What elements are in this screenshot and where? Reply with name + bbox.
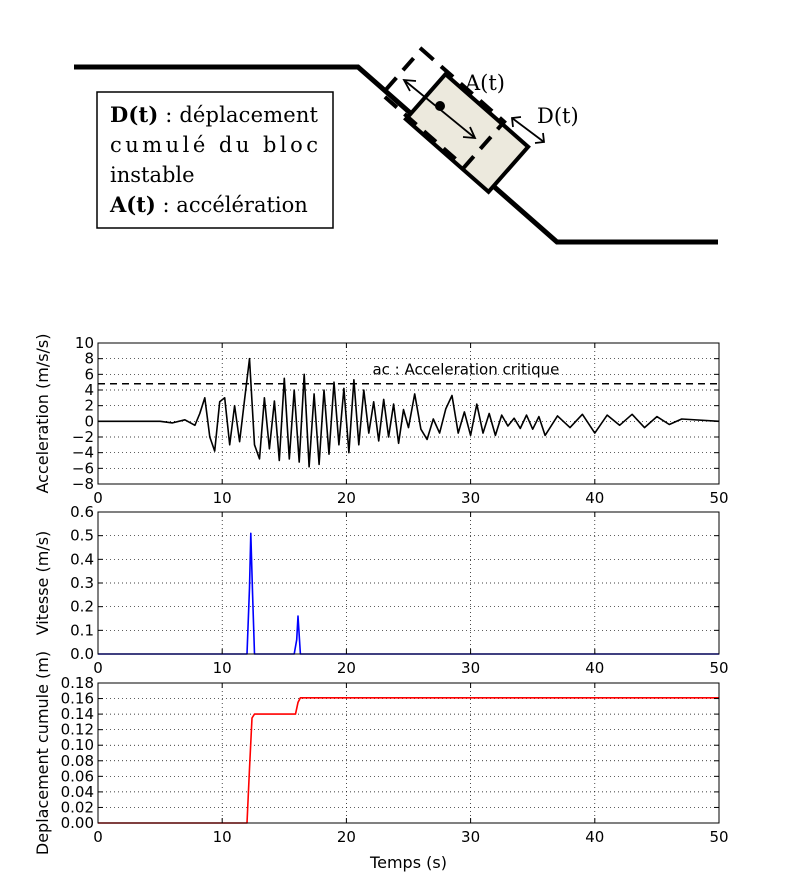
y-tick-label: 10 xyxy=(75,334,94,352)
y-tick-label: 0.6 xyxy=(70,503,94,521)
block-initial-position xyxy=(379,46,507,170)
block-center-dot xyxy=(435,101,445,111)
x-tick-label: 50 xyxy=(709,828,728,846)
y-tick-label: 0.1 xyxy=(70,621,94,639)
x-tick-label: 50 xyxy=(709,489,728,507)
y-tick-label: −2 xyxy=(72,428,94,446)
x-tick-label: 30 xyxy=(461,828,480,846)
y-tick-label: 0.3 xyxy=(70,574,94,592)
series-line-vitesse xyxy=(98,532,719,655)
x-tick-label: 10 xyxy=(213,659,232,677)
x-tick-label: 10 xyxy=(213,489,232,507)
series-line-acceleration xyxy=(98,357,720,468)
plot-frame xyxy=(97,342,720,485)
x-tick-label: 40 xyxy=(585,489,604,507)
plot-frame xyxy=(97,682,720,824)
critical-acceleration-label: ac : Acceleration critique xyxy=(372,361,559,379)
displacement-label: D(t) xyxy=(537,104,579,128)
x-tick-label: 0 xyxy=(93,659,103,677)
y-tick-label: 2 xyxy=(84,397,94,415)
y-tick-label: 0.04 xyxy=(61,783,94,801)
y-tick-label: 6 xyxy=(84,365,94,383)
series-line-deplacement xyxy=(98,696,719,824)
x-tick-label: 40 xyxy=(585,659,604,677)
y-tick-label: −8 xyxy=(72,475,94,493)
legend-line-4: A(t) : accélération xyxy=(109,192,308,217)
y-tick-label: 0.5 xyxy=(70,527,94,545)
x-tick-label: 20 xyxy=(337,659,356,677)
chart-vitesse: 0 10 20 30 40 50 0.0 0.1 0.2 0.3 0.4 0.5 0.6 Vitesse … xyxy=(33,503,729,677)
slope-diagram: A(t) D(t) D(t) : déplacement cumulé du b… xyxy=(74,46,718,245)
chart-deplacement: 0 10 20 30 40 500.000.020.040.060.080.100.120… xyxy=(33,651,729,872)
y-axis-label: Vitesse (m/s) xyxy=(33,531,52,636)
y-tick-label: −4 xyxy=(72,444,94,462)
legend-box: D(t) : déplacement cumulé du bloc instab… xyxy=(96,91,334,229)
x-tick-label: 30 xyxy=(461,659,480,677)
y-axis-label: Deplacement cumule (m) xyxy=(33,651,52,855)
y-tick-label: 4 xyxy=(84,381,94,399)
legend-line-3: instable xyxy=(110,163,195,187)
x-tick-label: 40 xyxy=(585,828,604,846)
y-tick-label: 0.14 xyxy=(61,705,94,723)
x-tick-label: 20 xyxy=(337,828,356,846)
x-axis-label: Temps (s) xyxy=(369,853,447,872)
y-tick-label: 0.00 xyxy=(61,814,94,832)
legend-line-2: cumulé du bloc xyxy=(110,133,318,157)
x-tick-label: 10 xyxy=(213,828,232,846)
y-tick-label: −6 xyxy=(72,459,94,477)
y-tick-label: 0.2 xyxy=(70,598,94,616)
x-tick-label: 0 xyxy=(93,828,103,846)
y-tick-label: 0.06 xyxy=(61,767,94,785)
y-tick-label: 0 xyxy=(84,412,94,430)
plot-frame xyxy=(97,511,720,655)
y-tick-label: 0.16 xyxy=(61,690,94,708)
x-tick-label: 30 xyxy=(461,489,480,507)
y-axis-label: Acceleration (m/s/s) xyxy=(33,333,52,493)
displacement-arrow xyxy=(511,116,545,144)
x-tick-label: 0 xyxy=(93,489,103,507)
y-tick-label: 0.4 xyxy=(70,550,94,568)
y-tick-label: 0.12 xyxy=(61,721,94,739)
y-tick-label: 0.10 xyxy=(61,736,94,754)
y-tick-label: 0.02 xyxy=(61,798,94,816)
y-tick-label: 0.0 xyxy=(70,645,94,663)
legend-line-1: D(t) : déplacement xyxy=(110,102,319,127)
acceleration-label: A(t) xyxy=(464,71,505,95)
y-tick-label: 8 xyxy=(84,350,94,368)
x-tick-label: 50 xyxy=(709,659,728,677)
y-tick-label: 0.18 xyxy=(61,674,94,692)
y-tick-label: 0.08 xyxy=(61,752,94,770)
x-tick-label: 20 xyxy=(337,489,356,507)
